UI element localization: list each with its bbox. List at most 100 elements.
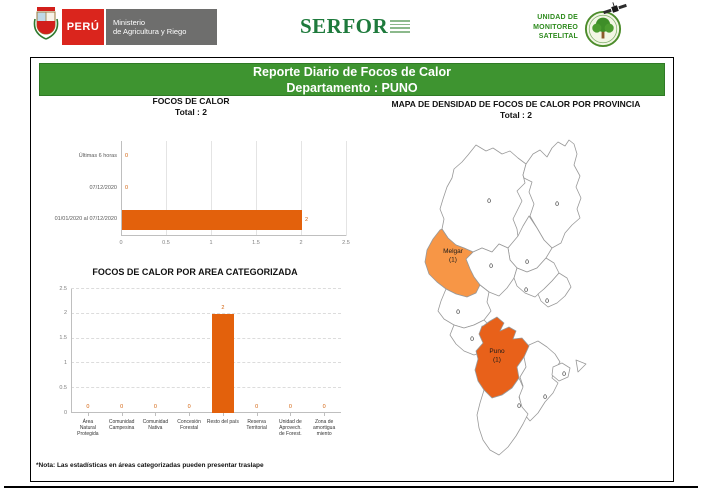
value-label: 0 bbox=[255, 404, 259, 410]
gridline-h bbox=[71, 387, 341, 389]
gridline-v bbox=[346, 141, 347, 236]
x-tick bbox=[222, 413, 224, 416]
category-label: 01/01/2020 al 07/12/2020 bbox=[54, 216, 117, 223]
x-tick-label: 0 bbox=[119, 240, 123, 246]
ministry-line2: de Agricultura y Riego bbox=[113, 27, 187, 36]
y-tick-label: 0.5 bbox=[59, 384, 67, 391]
chart1-subtitle: Total : 2 bbox=[175, 107, 207, 117]
x-tick bbox=[155, 413, 157, 416]
category-label: Unidad de Aprovech. de Forest. bbox=[278, 419, 302, 437]
peru-logo-block: PERÚ bbox=[62, 9, 104, 45]
category-label: Comunidad Nativa bbox=[142, 419, 169, 431]
tree-logo-icon bbox=[584, 10, 622, 48]
map-svg: 0 0 0 0 Melgar (1) 0 0 0 0 0 Puno (1) 0 0 bbox=[424, 139, 587, 456]
province-label-lampa: 0 bbox=[456, 309, 460, 316]
unit-line2: MONITOREO bbox=[533, 23, 578, 31]
value-label: 0 bbox=[125, 185, 129, 191]
x-tick-label: 0.5 bbox=[162, 240, 170, 246]
province-carabaya: 0 bbox=[439, 144, 527, 253]
unit-line1: UNIDAD DE bbox=[537, 14, 578, 21]
x-tick bbox=[189, 413, 191, 416]
bar bbox=[122, 210, 302, 231]
category-label: Reserva Territorial bbox=[246, 419, 267, 431]
gridline-v bbox=[256, 141, 257, 236]
y-tick-label: 0 bbox=[63, 409, 67, 416]
province-lampa: 0 bbox=[437, 284, 492, 329]
unit-line3: SATELITAL bbox=[538, 33, 578, 40]
value-label: 2 bbox=[305, 216, 309, 223]
category-label: 07/12/2020 bbox=[89, 184, 117, 191]
province-label-yunguyo: 0 bbox=[562, 371, 566, 378]
serfor-tagline-lines bbox=[390, 20, 410, 35]
report-title-line2: Departamento : PUNO bbox=[286, 80, 418, 95]
province-label-azangaro: 0 bbox=[489, 263, 493, 270]
map-subtitle: Total : 2 bbox=[500, 110, 532, 120]
report-footnote: *Nota: Las estadísticas en áreas categor… bbox=[36, 462, 264, 469]
value-label: 0 bbox=[288, 404, 292, 410]
province-label-puno: (1) bbox=[493, 357, 501, 364]
map-title: MAPA DE DENSIDAD DE FOCOS DE CALOR POR P… bbox=[361, 99, 671, 121]
monitoring-unit-label: UNIDAD DE MONITOREO SATELITAL bbox=[498, 13, 578, 42]
satellite-icon bbox=[602, 0, 628, 18]
province-label-putina: 0 bbox=[525, 259, 529, 266]
chart1-title-text: FOCOS DE CALOR bbox=[152, 96, 230, 106]
y-tick-label: 1.5 bbox=[59, 335, 67, 342]
province-label-carabaya: 0 bbox=[487, 198, 491, 205]
province-sandia: 0 bbox=[522, 139, 582, 249]
province-chucuito: 0 bbox=[518, 340, 561, 422]
x-tick-label: 2 bbox=[299, 240, 303, 246]
bottom-rule bbox=[4, 486, 698, 488]
province-label-huancane: 0 bbox=[524, 287, 528, 294]
x-tick bbox=[121, 413, 123, 416]
category-label: Zona de amortigua miento bbox=[313, 419, 336, 437]
ministry-logo-block: Ministerio de Agricultura y Riego bbox=[105, 9, 217, 45]
x-tick bbox=[290, 413, 292, 416]
x-tick bbox=[324, 413, 326, 416]
y-tick-label: 2.5 bbox=[59, 285, 67, 292]
x-tick-label: 1.5 bbox=[252, 240, 260, 246]
report-box: Reporte Diario de Focos de Calor Departa… bbox=[30, 57, 674, 482]
value-label: 0 bbox=[187, 404, 191, 410]
gridline-v bbox=[301, 141, 302, 236]
province-label-san_roman: 0 bbox=[470, 336, 474, 343]
category-label: Resto del país bbox=[206, 419, 239, 425]
bar bbox=[211, 313, 234, 413]
value-label: 2 bbox=[221, 304, 225, 311]
x-tick-label: 2.5 bbox=[342, 240, 350, 246]
value-label: 0 bbox=[125, 153, 129, 160]
gridline-v bbox=[211, 141, 212, 236]
province-label-melgar: (1) bbox=[449, 257, 457, 264]
category-label: Comunidad Campesina bbox=[108, 419, 135, 431]
x-tick bbox=[87, 413, 89, 416]
map-title-text: MAPA DE DENSIDAD DE FOCOS DE CALOR POR P… bbox=[391, 99, 641, 109]
x-tick-label: 1 bbox=[209, 240, 213, 246]
value-label: 0 bbox=[153, 404, 157, 410]
province-label-melgar: Melgar bbox=[443, 248, 464, 255]
chart2-plot: 0 0.5 1 1.5 2 2.5 Área Natural Protegida 0 Comunid… bbox=[59, 286, 341, 437]
gridline-v bbox=[166, 141, 167, 236]
report-title-line1: Reporte Diario de Focos de Calor bbox=[253, 65, 451, 79]
value-label: 0 bbox=[86, 404, 90, 410]
peru-label: PERÚ bbox=[66, 21, 100, 33]
report-title-bar: Reporte Diario de Focos de Calor Departa… bbox=[39, 63, 665, 96]
gridline-h bbox=[71, 412, 341, 413]
gridline-h bbox=[71, 362, 341, 364]
gridline-h bbox=[71, 312, 341, 314]
province-el_collao: 0 bbox=[476, 377, 529, 456]
province-label-el_collao: 0 bbox=[517, 403, 521, 410]
chart1-title: FOCOS DE CALOR Total : 2 bbox=[91, 96, 291, 118]
serfor-logo-text: SERFOR bbox=[300, 14, 389, 38]
y-tick-label: 1 bbox=[63, 359, 67, 366]
peru-coat-of-arms-icon bbox=[32, 7, 60, 46]
value-label: 0 bbox=[322, 404, 326, 410]
x-tick bbox=[256, 413, 258, 416]
gridline-v bbox=[121, 141, 122, 236]
province-yunguyo: 0 bbox=[551, 359, 587, 382]
category-label: Concesión Forestal bbox=[177, 419, 201, 431]
x-axis-line bbox=[121, 235, 346, 236]
chart2-title: FOCOS DE CALOR POR AREA CATEGORIZADA bbox=[92, 267, 298, 277]
province-melgar: Melgar (1) bbox=[424, 228, 481, 298]
province-moho: 0 bbox=[537, 272, 572, 308]
category-label: Área Natural Protegida bbox=[77, 419, 99, 437]
